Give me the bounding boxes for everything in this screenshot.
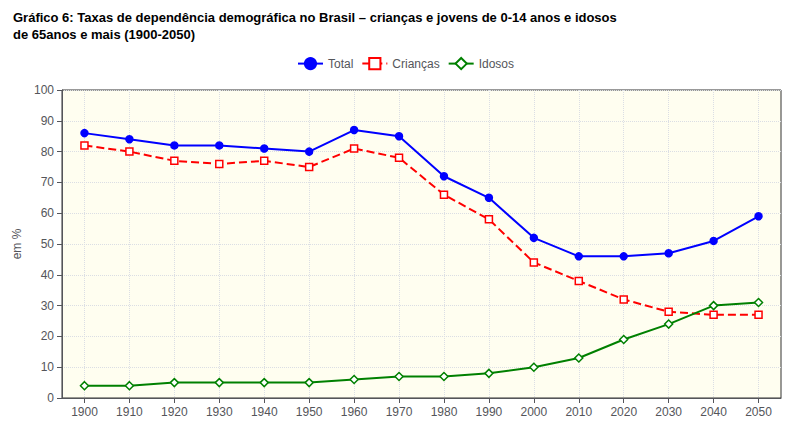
svg-text:10: 10 [41,360,55,374]
svg-text:100: 100 [34,83,54,97]
svg-text:60: 60 [41,206,55,220]
svg-text:1980: 1980 [431,405,458,419]
svg-text:1920: 1920 [161,405,188,419]
svg-text:70: 70 [41,175,55,189]
svg-text:40: 40 [41,268,55,282]
svg-text:Crianças: Crianças [392,57,439,71]
svg-text:2010: 2010 [565,405,592,419]
svg-text:90: 90 [41,114,55,128]
svg-text:2030: 2030 [655,405,682,419]
svg-text:1940: 1940 [251,405,278,419]
svg-text:80: 80 [41,145,55,159]
svg-text:1950: 1950 [296,405,323,419]
svg-text:1990: 1990 [476,405,503,419]
svg-text:em %: em % [10,228,24,259]
svg-text:de 65anos e mais (1900-2050): de 65anos e mais (1900-2050) [13,27,195,42]
svg-text:Gráfico 6: Taxas de dependênci: Gráfico 6: Taxas de dependência demográf… [13,10,617,25]
svg-text:30: 30 [41,299,55,313]
svg-text:1930: 1930 [206,405,233,419]
svg-text:2020: 2020 [610,405,637,419]
svg-text:1960: 1960 [341,405,368,419]
svg-text:Idosos: Idosos [479,57,514,71]
svg-text:Total: Total [328,57,353,71]
svg-text:2050: 2050 [745,405,772,419]
svg-text:20: 20 [41,329,55,343]
svg-text:1970: 1970 [386,405,413,419]
svg-text:1900: 1900 [71,405,98,419]
svg-text:2040: 2040 [700,405,727,419]
svg-text:2000: 2000 [520,405,547,419]
svg-text:1910: 1910 [116,405,143,419]
svg-text:50: 50 [41,237,55,251]
svg-text:0: 0 [47,391,54,405]
